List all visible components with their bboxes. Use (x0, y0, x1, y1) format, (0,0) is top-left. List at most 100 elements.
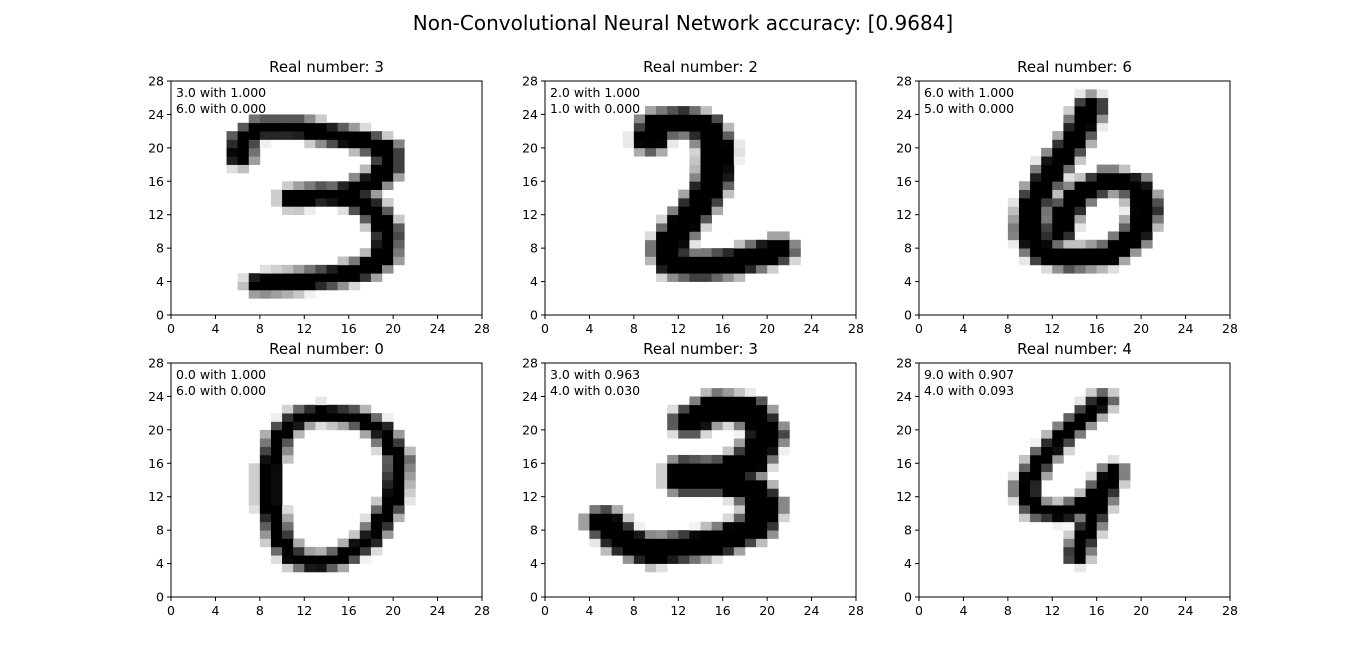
image-pixel (1107, 388, 1120, 397)
image-pixel (1096, 189, 1109, 199)
image-pixel (700, 421, 712, 431)
image-pixel (1052, 239, 1064, 249)
image-pixel (1118, 231, 1131, 241)
image-pixel (711, 388, 724, 397)
image-pixel (1107, 463, 1120, 472)
image-pixel (678, 555, 690, 564)
image-pixel (315, 198, 327, 207)
image-pixel (689, 273, 701, 282)
image-pixel (304, 264, 316, 274)
x-tick-label: 16 (1089, 603, 1105, 618)
prediction-annotation: 4.0 with 0.030 (550, 383, 640, 398)
image-pixel (1063, 421, 1075, 431)
image-pixel (767, 488, 779, 498)
image-pixel (767, 231, 779, 241)
image-pixel (304, 189, 316, 199)
image-pixel (644, 122, 657, 132)
x-tick-label: 20 (385, 603, 401, 618)
image-pixel (270, 454, 283, 464)
image-pixel (700, 546, 712, 556)
axes-frame (170, 80, 483, 316)
image-pixel (259, 454, 272, 464)
image-pixel (337, 264, 350, 274)
image-pixel (689, 471, 701, 481)
image-pixel (1130, 214, 1142, 224)
image-pixel (1074, 404, 1086, 414)
image-pixel (678, 223, 690, 232)
image-pixel (393, 164, 405, 174)
image-pixel (370, 147, 383, 157)
image-pixel (711, 131, 724, 140)
image-pixel (404, 463, 416, 472)
image-pixel (678, 231, 690, 241)
image-pixel (1063, 438, 1075, 447)
image-pixel (348, 546, 361, 556)
image-pixel (1085, 496, 1098, 506)
image-pixel (293, 131, 305, 140)
image-pixel (1107, 471, 1120, 481)
image-pixel (304, 563, 316, 573)
image-pixel (348, 273, 361, 282)
image-pixel (1030, 471, 1042, 481)
image-pixel (689, 429, 701, 439)
image-pixel (667, 248, 679, 257)
image-pixel (1152, 189, 1164, 199)
image-pixel (270, 488, 283, 498)
image-pixel (1041, 172, 1053, 182)
y-tick-label: 28 (522, 74, 538, 89)
image-pixel (756, 471, 768, 481)
image-pixel (1107, 404, 1120, 414)
image-pixel (744, 438, 757, 447)
image-pixel (756, 530, 768, 539)
image-pixel (1063, 496, 1075, 506)
image-pixel (370, 273, 383, 282)
x-tick-label: 16 (341, 603, 357, 618)
image-pixel (404, 496, 416, 506)
image-pixel (315, 413, 327, 422)
image-pixel (667, 429, 679, 439)
y-tick-label: 8 (530, 523, 538, 538)
image-pixel (700, 273, 712, 282)
image-pixel (667, 488, 679, 498)
image-pixel (700, 463, 712, 472)
image-pixel (337, 198, 350, 207)
image-pixel (711, 256, 724, 266)
y-tick-label: 24 (896, 389, 912, 404)
image-pixel (1085, 404, 1098, 414)
image-pixel (711, 248, 724, 257)
image-pixel (337, 555, 350, 564)
image-pixel (1074, 122, 1086, 132)
image-pixel (1074, 181, 1086, 190)
image-pixel (600, 538, 612, 548)
image-pixel (733, 521, 746, 531)
image-pixel (1152, 206, 1164, 216)
image-pixel (744, 429, 757, 439)
image-pixel (733, 513, 746, 523)
image-pixel (1085, 471, 1098, 481)
image-pixel (1085, 172, 1098, 182)
image-pixel (293, 206, 305, 216)
image-pixel (1052, 256, 1064, 266)
image-pixel (359, 513, 372, 523)
prediction-annotation: 3.0 with 0.963 (550, 367, 640, 382)
subplot-title: Real number: 4 (1017, 340, 1132, 358)
image-pixel (1074, 239, 1086, 249)
image-pixel (1041, 463, 1053, 472)
image-pixel (1041, 471, 1053, 481)
image-pixel (756, 463, 768, 472)
image-pixel (1030, 231, 1042, 241)
image-pixel (1074, 156, 1086, 165)
image-pixel (315, 264, 327, 274)
image-pixel (600, 505, 612, 514)
image-pixel (1141, 198, 1153, 207)
image-pixel (1052, 147, 1064, 157)
image-pixel (282, 454, 294, 464)
image-pixel (1063, 555, 1075, 564)
image-pixel (237, 139, 250, 149)
image-pixel (689, 454, 701, 464)
image-pixel (1063, 521, 1075, 531)
image-pixel (304, 122, 316, 132)
image-pixel (259, 463, 272, 472)
image-pixel (611, 546, 624, 556)
image-pixel (1118, 248, 1131, 257)
